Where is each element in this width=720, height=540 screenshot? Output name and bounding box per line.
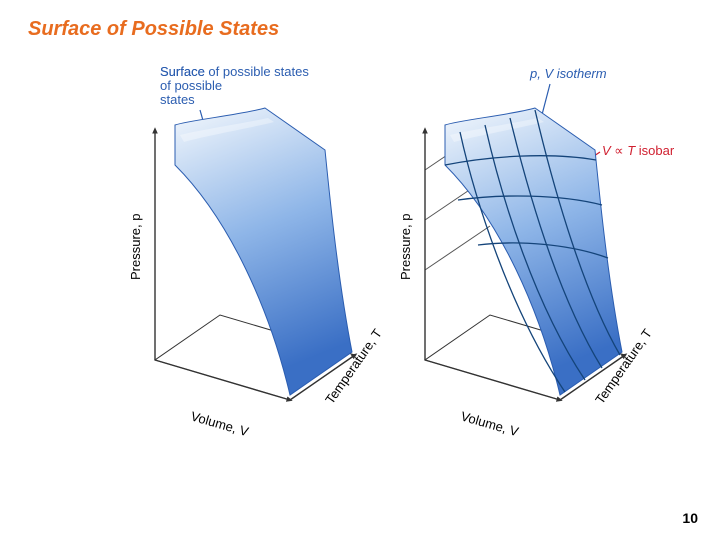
right-panel: p, V isotherm V ∝ T isobar (398, 66, 675, 439)
page: Surface of Possible States Surface of po… (0, 0, 720, 540)
page-title: Surface of Possible States (28, 18, 279, 41)
left-axis-v (155, 360, 290, 400)
right-surface (445, 108, 622, 395)
left-panel: Surface of possible states Surface of po… (128, 64, 385, 439)
right-axis-p-label: Pressure, p (398, 214, 413, 280)
right-axis-v (425, 360, 560, 400)
thermo-surfaces-diagram: Surface of possible states Surface of po… (120, 60, 680, 490)
right-axis-v-label: Volume, V (459, 408, 520, 439)
isotherm-label: p, V isotherm (529, 66, 607, 81)
left-axis-v-label: Volume, V (189, 408, 250, 439)
isobar-label: V ∝ T isobar (602, 143, 675, 158)
left-axis-p-label: Pressure, p (128, 214, 143, 280)
page-number: 10 (682, 510, 698, 526)
figure-container: Surface of possible states Surface of po… (120, 60, 680, 490)
left-surface (175, 108, 352, 395)
